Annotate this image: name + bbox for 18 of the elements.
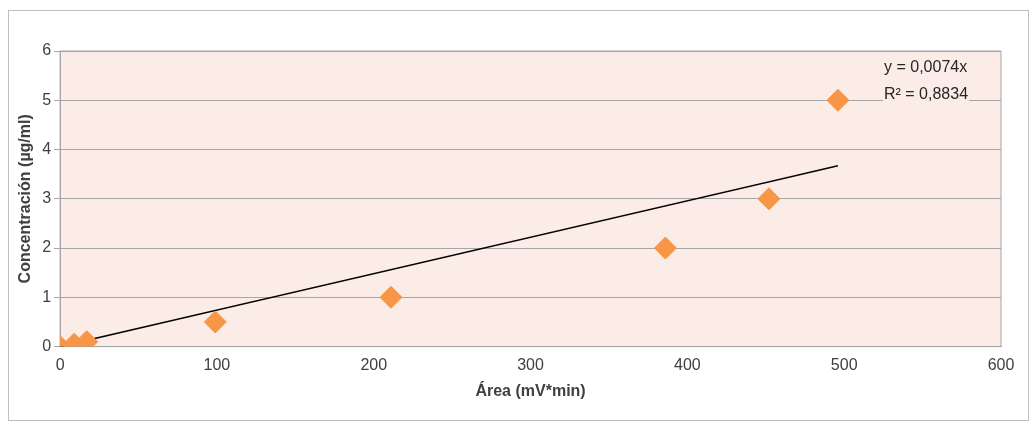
x-tick-label: 0: [55, 355, 65, 373]
y-axis-title: Concentración (µg/ml): [16, 114, 34, 284]
x-axis-title: Área (mV*min): [475, 380, 586, 399]
x-tick-label: 400: [674, 355, 701, 373]
x-tick-label: 300: [517, 355, 544, 373]
y-tick-label: 0: [42, 337, 52, 355]
x-tick-label: 100: [203, 355, 231, 373]
x-tick-label: 600: [987, 355, 1015, 373]
x-tick-label: 200: [360, 355, 388, 373]
annotation: y = 0,0074x: [884, 58, 968, 76]
y-tick-label: 1: [42, 287, 52, 305]
y-tick-label: 2: [42, 238, 52, 256]
y-tick-label: 6: [42, 41, 52, 59]
y-tick-label: 4: [42, 139, 52, 157]
y-tick-label: 5: [42, 90, 52, 108]
x-tick-label: 500: [830, 355, 858, 373]
annotation: R² = 0,8834: [884, 85, 969, 103]
y-tick-label: 3: [42, 189, 52, 207]
